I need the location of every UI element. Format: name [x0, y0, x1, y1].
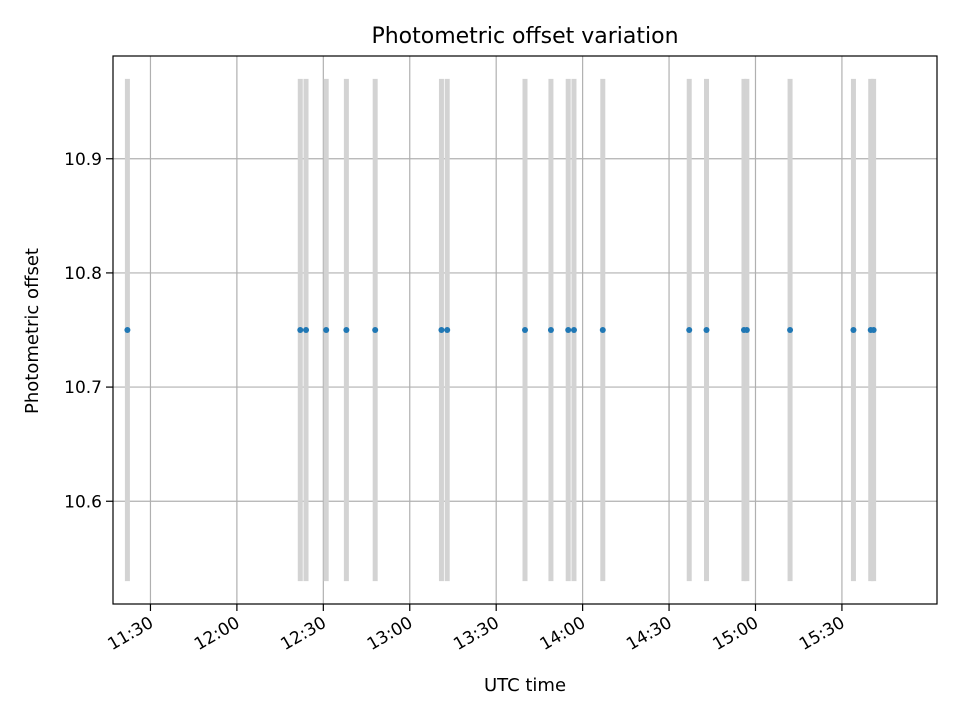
data-point	[372, 327, 379, 333]
y-tick-label: 10.8	[64, 264, 102, 284]
data-point	[565, 327, 572, 333]
data-point	[438, 327, 445, 333]
data-point	[599, 327, 606, 333]
y-tick-label: 10.9	[64, 150, 102, 170]
data-point	[703, 327, 710, 333]
chart-title: Photometric offset variation	[371, 24, 678, 49]
data-point	[870, 327, 877, 333]
data-point	[297, 327, 304, 333]
y-axis: 10.6 10.7 10.8 10.9	[64, 150, 113, 512]
y-tick-label: 10.7	[64, 378, 102, 398]
data-point	[343, 327, 350, 333]
data-point	[124, 327, 131, 333]
y-tick-label: 10.6	[64, 492, 102, 512]
data-point	[743, 327, 750, 333]
data-point	[686, 327, 693, 333]
data-point	[850, 327, 857, 333]
data-point	[444, 327, 451, 333]
plot-frame	[112, 55, 938, 605]
x-axis-label: UTC time	[484, 675, 566, 696]
data-point	[303, 327, 310, 333]
data-point	[787, 327, 794, 333]
data-point	[522, 327, 528, 333]
data-point	[323, 327, 330, 333]
data-point	[547, 327, 554, 333]
data-point	[570, 327, 577, 333]
data-points	[124, 327, 877, 333]
y-axis-label: Photometric offset	[22, 248, 43, 414]
